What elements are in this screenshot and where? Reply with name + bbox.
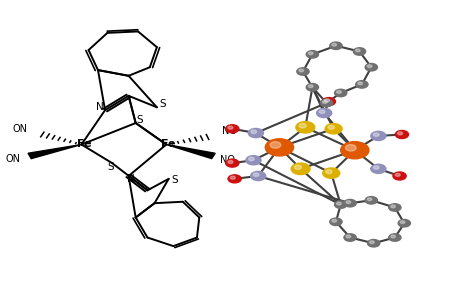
Text: ON: ON xyxy=(13,124,28,134)
Circle shape xyxy=(253,173,259,177)
Circle shape xyxy=(319,110,325,114)
Text: NO: NO xyxy=(222,126,237,136)
Circle shape xyxy=(228,175,241,183)
Circle shape xyxy=(346,144,356,151)
Circle shape xyxy=(370,241,374,244)
Circle shape xyxy=(393,172,406,180)
Text: NO: NO xyxy=(220,155,235,165)
Circle shape xyxy=(226,159,239,167)
Circle shape xyxy=(226,125,239,133)
Circle shape xyxy=(337,90,341,93)
Text: Fe: Fe xyxy=(162,140,176,149)
Circle shape xyxy=(346,235,351,238)
Circle shape xyxy=(328,125,335,129)
Circle shape xyxy=(330,42,342,49)
Circle shape xyxy=(230,176,235,179)
Circle shape xyxy=(365,197,377,204)
Text: Fe: Fe xyxy=(77,140,91,149)
Circle shape xyxy=(248,129,264,138)
Circle shape xyxy=(371,131,386,140)
Circle shape xyxy=(309,52,313,55)
Circle shape xyxy=(323,168,340,178)
Circle shape xyxy=(367,65,372,68)
Circle shape xyxy=(332,219,337,222)
Circle shape xyxy=(228,126,233,129)
Circle shape xyxy=(270,142,281,148)
Circle shape xyxy=(251,171,266,181)
Circle shape xyxy=(367,240,380,247)
Circle shape xyxy=(325,99,329,102)
Circle shape xyxy=(309,85,313,88)
Circle shape xyxy=(395,173,400,176)
Circle shape xyxy=(296,122,315,133)
Circle shape xyxy=(358,82,363,85)
Circle shape xyxy=(330,218,342,225)
Circle shape xyxy=(299,124,306,128)
Circle shape xyxy=(246,156,261,165)
Circle shape xyxy=(346,201,351,203)
Circle shape xyxy=(294,165,301,169)
Circle shape xyxy=(354,48,365,55)
Circle shape xyxy=(320,99,333,107)
Circle shape xyxy=(389,204,401,211)
Circle shape xyxy=(356,49,360,52)
Circle shape xyxy=(322,98,336,105)
Circle shape xyxy=(306,84,319,91)
Circle shape xyxy=(326,170,332,174)
Circle shape xyxy=(374,166,379,169)
Text: N: N xyxy=(127,174,135,184)
Circle shape xyxy=(337,202,341,205)
Circle shape xyxy=(344,199,356,207)
Text: S: S xyxy=(107,162,114,173)
Circle shape xyxy=(374,133,379,136)
Circle shape xyxy=(367,198,372,201)
Circle shape xyxy=(228,160,233,164)
Circle shape xyxy=(391,205,395,208)
Circle shape xyxy=(371,164,386,173)
Circle shape xyxy=(391,235,395,238)
Circle shape xyxy=(317,108,332,118)
Circle shape xyxy=(400,221,405,224)
Circle shape xyxy=(265,139,293,156)
Text: ON: ON xyxy=(6,154,21,164)
Circle shape xyxy=(248,157,254,161)
Text: S: S xyxy=(171,175,178,185)
Circle shape xyxy=(251,130,256,134)
Circle shape xyxy=(398,219,410,227)
Polygon shape xyxy=(166,144,215,159)
Circle shape xyxy=(356,81,368,88)
Circle shape xyxy=(291,163,310,175)
Text: N: N xyxy=(96,102,103,112)
Circle shape xyxy=(335,89,347,97)
Circle shape xyxy=(398,132,402,135)
Circle shape xyxy=(322,101,327,103)
Circle shape xyxy=(389,234,401,241)
Circle shape xyxy=(299,69,303,72)
Circle shape xyxy=(341,142,369,159)
Polygon shape xyxy=(28,144,82,159)
Circle shape xyxy=(297,68,309,75)
Circle shape xyxy=(332,43,337,46)
Text: S: S xyxy=(136,115,143,125)
Text: S: S xyxy=(159,99,166,110)
Circle shape xyxy=(395,130,409,138)
Circle shape xyxy=(344,234,356,241)
Circle shape xyxy=(325,124,342,134)
Circle shape xyxy=(306,51,319,58)
Circle shape xyxy=(365,64,377,71)
Circle shape xyxy=(335,201,347,208)
